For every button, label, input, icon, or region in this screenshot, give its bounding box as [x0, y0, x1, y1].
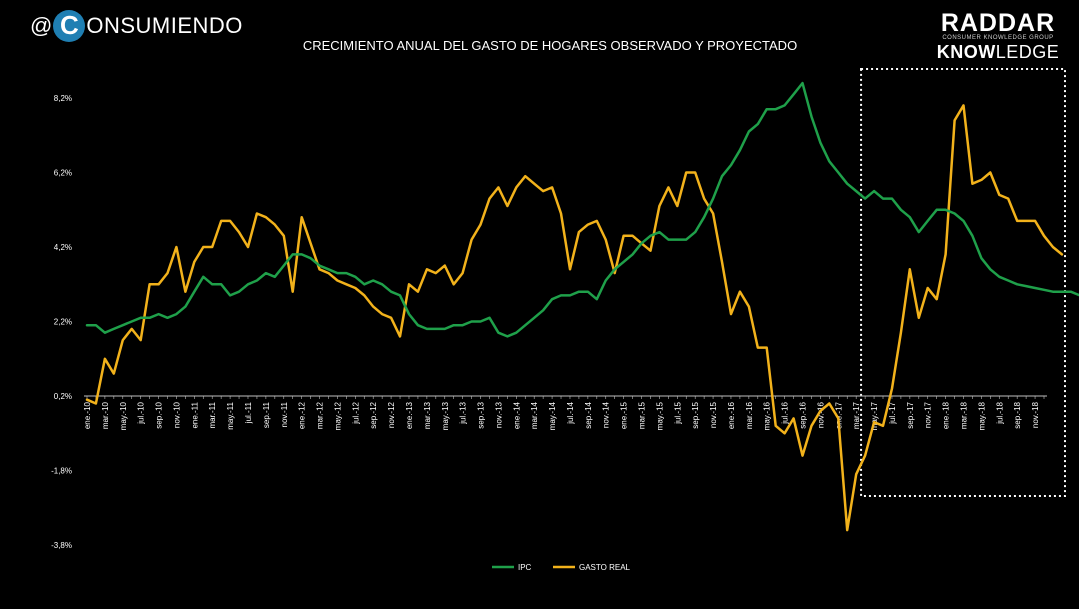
consumiendo-logo: @ C ONSUMIENDO: [30, 8, 243, 44]
x-tick-label: may.-17: [870, 401, 879, 430]
x-tick-label: nov.-11: [280, 401, 289, 427]
x-tick-label: ene.-17: [834, 401, 843, 429]
x-tick-label: jul.-16: [781, 401, 790, 424]
x-tick-label: may.-13: [441, 401, 450, 430]
x-tick-label: nov.-17: [924, 401, 933, 428]
consumiendo-wordmark: ONSUMIENDO: [86, 13, 243, 38]
x-tick-label: nov.-15: [709, 401, 718, 428]
legend-label: GASTO REAL: [579, 563, 631, 572]
x-tick-label: sep.-18: [1013, 401, 1022, 428]
x-tick-label: mar.-17: [852, 401, 861, 429]
x-tick-label: nov.-14: [602, 401, 611, 428]
x-tick-label: sep.-14: [584, 401, 593, 428]
x-tick-label: may.-14: [548, 401, 557, 430]
x-tick-label: may.-16: [763, 401, 772, 430]
x-tick-label: mar.-18: [960, 401, 969, 429]
x-tick-label: jul.-13: [459, 401, 468, 424]
x-tick-label: ene.-13: [405, 401, 414, 429]
forecast-highlight-box: [860, 68, 1067, 497]
x-tick-label: may.-10: [119, 401, 128, 430]
raddar-wordmark: RADDAR: [940, 9, 1056, 37]
x-tick-label: sep.-17: [906, 401, 915, 428]
x-tick-label: sep.-11: [262, 401, 271, 428]
x-tick-label: ene.-11: [190, 401, 199, 428]
y-tick-label: 0,2%: [54, 392, 72, 401]
x-tick-label: mar.-16: [745, 401, 754, 429]
x-tick-label: mar.-12: [316, 401, 325, 429]
x-tick-label: may.-12: [333, 401, 342, 430]
x-tick-label: mar.-15: [638, 401, 647, 429]
x-tick-label: nov.-16: [816, 401, 825, 428]
y-tick-label: 6,2%: [54, 169, 72, 178]
x-tick-label: may.-18: [977, 401, 986, 430]
raddar-logo: RADDAR CONSUMER KNOWLEDGE GROUP KNOWLEDG…: [931, 9, 1065, 63]
x-tick-label: sep.-12: [369, 401, 378, 428]
chart-title: CRECIMIENTO ANUAL DEL GASTO DE HOGARES O…: [303, 38, 797, 53]
y-tick-label: -3,8%: [51, 541, 72, 550]
series-line-ipc: [85, 81, 1079, 338]
y-tick-label: 8,2%: [54, 94, 72, 103]
x-tick-label: ene.-10: [83, 401, 92, 429]
x-tick-label: sep.-15: [691, 401, 700, 428]
x-tick-label: jul.-10: [137, 401, 146, 424]
y-tick-label: -1,8%: [51, 467, 72, 476]
x-tick-label: ene.-16: [727, 401, 736, 429]
legend-label: IPC: [518, 563, 532, 572]
series-line-gasto-real: [85, 104, 1064, 532]
x-tick-label: nov.-10: [172, 401, 181, 428]
x-tick-label: mar.-14: [530, 401, 539, 429]
x-tick-label: ene.-12: [298, 401, 307, 429]
x-tick-label: nov.-18: [1031, 401, 1040, 428]
x-tick-label: ene.-18: [942, 401, 951, 429]
x-tick-label: sep.-10: [155, 401, 164, 428]
knowledge-wordmark: KNOWLEDGE: [936, 42, 1060, 62]
y-tick-label: 4,2%: [54, 243, 72, 252]
x-tick-label: may.-15: [655, 401, 664, 430]
x-tick-label: mar.-11: [208, 401, 217, 428]
x-tick-label: nov.-13: [494, 401, 503, 428]
x-tick-label: mar.-13: [423, 401, 432, 429]
y-tick-label: 2,2%: [54, 318, 72, 327]
x-tick-label: jul.-15: [673, 401, 682, 424]
x-tick-label: jul.-17: [888, 401, 897, 424]
x-tick-label: jul.-12: [351, 401, 360, 424]
consumiendo-c-icon: C: [53, 10, 86, 42]
x-tick-label: jul.-14: [566, 401, 575, 424]
x-tick-label: ene.-14: [512, 401, 521, 429]
x-tick-label: ene.-15: [620, 401, 629, 429]
raddar-tagline: CONSUMER KNOWLEDGE GROUP: [942, 35, 1054, 41]
x-tick-label: nov.-12: [387, 401, 396, 428]
x-tick-label: jul.-11: [244, 401, 253, 424]
at-sign: @: [30, 13, 53, 38]
x-tick-label: may.-11: [226, 401, 235, 429]
x-tick-label: sep.-13: [477, 401, 486, 428]
x-tick-label: mar.-10: [101, 401, 110, 429]
x-tick-label: sep.-16: [799, 401, 808, 428]
x-tick-label: jul.-18: [995, 401, 1004, 424]
